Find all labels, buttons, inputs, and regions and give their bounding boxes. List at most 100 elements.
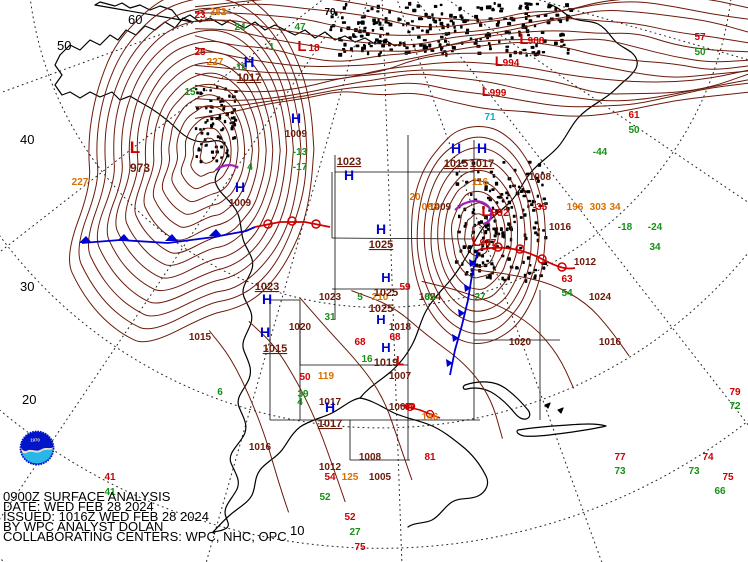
svg-text:1015: 1015 — [444, 158, 468, 170]
svg-text:79: 79 — [729, 387, 741, 398]
svg-text:10: 10 — [290, 523, 304, 538]
svg-text:57: 57 — [694, 32, 706, 43]
svg-text:1023: 1023 — [255, 281, 279, 293]
svg-text:75: 75 — [722, 472, 734, 483]
svg-text:-1: -1 — [266, 42, 275, 53]
svg-text:227: 227 — [207, 57, 224, 68]
svg-text:69: 69 — [404, 402, 416, 413]
svg-text:1025: 1025 — [369, 303, 393, 315]
svg-text:1016: 1016 — [599, 337, 622, 348]
svg-text:1024: 1024 — [589, 292, 612, 303]
svg-text:50: 50 — [694, 47, 706, 58]
svg-text:H: H — [376, 221, 386, 237]
svg-text:L: L — [297, 38, 306, 55]
svg-text:L: L — [481, 203, 490, 220]
svg-text:1015: 1015 — [189, 332, 212, 343]
svg-text:47: 47 — [294, 22, 306, 33]
svg-text:-44: -44 — [593, 147, 608, 158]
svg-text:125: 125 — [342, 472, 359, 483]
svg-text:H: H — [244, 54, 255, 71]
svg-text:H: H — [381, 270, 390, 285]
svg-text:75: 75 — [354, 542, 366, 553]
svg-text:61: 61 — [628, 110, 640, 121]
svg-text:68: 68 — [354, 337, 366, 348]
svg-text:1005: 1005 — [369, 472, 392, 483]
svg-text:25: 25 — [194, 47, 206, 58]
svg-text:1015: 1015 — [263, 343, 287, 355]
svg-text:60: 60 — [128, 12, 142, 27]
svg-text:72: 72 — [729, 401, 741, 412]
svg-text:1025: 1025 — [369, 239, 393, 251]
svg-text:20: 20 — [22, 392, 36, 407]
svg-text:1008: 1008 — [359, 452, 382, 463]
svg-text:-18: -18 — [618, 222, 633, 233]
svg-text:H: H — [477, 140, 487, 156]
svg-text:5: 5 — [357, 292, 363, 303]
svg-text:65: 65 — [424, 292, 436, 303]
svg-text:L: L — [130, 138, 140, 157]
svg-text:27: 27 — [474, 292, 486, 303]
svg-text:227: 227 — [72, 177, 89, 188]
svg-text:1009: 1009 — [285, 129, 308, 140]
svg-text:16: 16 — [361, 354, 373, 365]
svg-text:H: H — [344, 167, 354, 183]
svg-text:54: 54 — [561, 288, 573, 299]
svg-text:50: 50 — [628, 125, 640, 136]
svg-text:4: 4 — [297, 397, 303, 408]
svg-text:30: 30 — [20, 279, 34, 294]
svg-text:81: 81 — [424, 452, 436, 463]
svg-text:-13: -13 — [293, 147, 308, 158]
svg-text:70: 70 — [324, 7, 336, 18]
svg-text:116: 116 — [472, 177, 489, 188]
svg-text:H: H — [262, 291, 272, 307]
svg-text:994: 994 — [503, 58, 520, 69]
svg-text:31: 31 — [324, 312, 336, 323]
svg-text:1007: 1007 — [389, 371, 412, 382]
svg-text:146: 146 — [422, 412, 439, 423]
svg-text:34: 34 — [609, 202, 621, 213]
svg-text:1017: 1017 — [318, 418, 342, 430]
svg-text:1970: 1970 — [30, 438, 40, 443]
svg-text:119: 119 — [318, 371, 335, 382]
svg-text:H: H — [291, 110, 301, 126]
svg-text:73: 73 — [614, 466, 626, 477]
svg-text:COLLABORATING CENTERS: WPC, NH: COLLABORATING CENTERS: WPC, NHC, OPC — [3, 529, 287, 544]
svg-text:987: 987 — [480, 238, 497, 249]
svg-text:66: 66 — [714, 486, 726, 497]
svg-text:54: 54 — [324, 472, 336, 483]
svg-text:382: 382 — [210, 7, 227, 18]
svg-text:41: 41 — [104, 472, 116, 483]
svg-text:4: 4 — [247, 162, 253, 173]
svg-text:71: 71 — [484, 112, 496, 123]
svg-text:-24: -24 — [648, 222, 663, 233]
svg-text:50: 50 — [299, 372, 311, 383]
svg-text:H: H — [451, 140, 461, 156]
svg-text:1023: 1023 — [319, 292, 342, 303]
svg-text:999: 999 — [490, 88, 507, 99]
svg-text:1020: 1020 — [289, 322, 312, 333]
svg-text:63: 63 — [561, 274, 573, 285]
svg-text:-35: -35 — [533, 202, 548, 213]
svg-text:303: 303 — [590, 202, 607, 213]
svg-text:1023: 1023 — [337, 156, 361, 168]
svg-text:1017: 1017 — [237, 72, 261, 84]
svg-text:52: 52 — [344, 512, 356, 523]
svg-text:063: 063 — [422, 202, 439, 213]
svg-text:H: H — [325, 399, 335, 415]
svg-text:59: 59 — [399, 282, 411, 293]
svg-text:992: 992 — [491, 207, 509, 219]
svg-text:18: 18 — [308, 43, 320, 54]
svg-text:24: 24 — [234, 22, 246, 33]
svg-text:27: 27 — [349, 527, 361, 538]
svg-text:H: H — [381, 340, 390, 355]
svg-text:6: 6 — [217, 387, 223, 398]
svg-text:1019: 1019 — [374, 357, 398, 369]
svg-text:1008: 1008 — [529, 172, 552, 183]
svg-text:L: L — [396, 353, 404, 368]
svg-text:196: 196 — [567, 202, 584, 213]
svg-text:1020: 1020 — [509, 337, 532, 348]
svg-text:34: 34 — [649, 242, 661, 253]
svg-text:52: 52 — [319, 492, 331, 503]
svg-text:40: 40 — [20, 132, 34, 147]
svg-text:15: 15 — [184, 87, 196, 98]
